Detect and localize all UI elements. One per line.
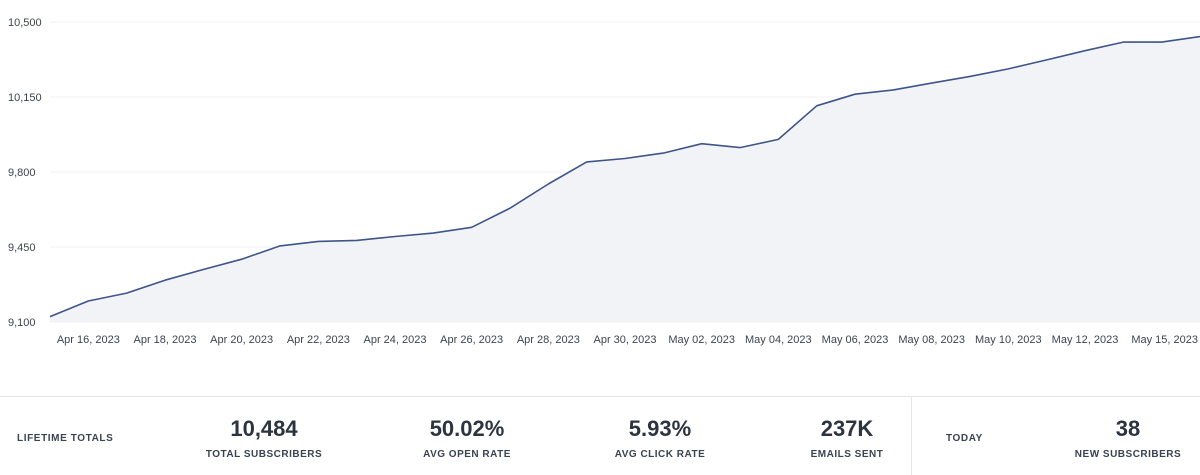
stat-total-subscribers: 10,484 TOTAL SUBSCRIBERS (179, 415, 349, 460)
x-tick-label: Apr 26, 2023 (440, 334, 503, 346)
stat-value: 50.02% (429, 416, 505, 441)
y-tick-label: 10,150 (8, 92, 42, 104)
x-tick-label: Apr 30, 2023 (594, 334, 657, 346)
y-tick-label: 10,500 (8, 17, 42, 29)
series-area (50, 36, 1200, 322)
section-divider (911, 397, 912, 475)
stat-value: 38 (1115, 416, 1141, 441)
x-tick-label: May 10, 2023 (975, 334, 1042, 346)
x-tick-label: May 15, 2023 (1131, 334, 1198, 346)
chart-svg: 9,100 9,450 9,800 10,150 10,500 Apr 16, 2023 A… (8, 17, 1200, 346)
stat-value: 5.93% (628, 416, 692, 441)
x-tick-label: Apr 20, 2023 (210, 334, 273, 346)
x-tick-label: Apr 16, 2023 (57, 334, 120, 346)
y-tick-label: 9,450 (8, 242, 36, 254)
x-tick-label: Apr 22, 2023 (287, 334, 350, 346)
stat-new-subscribers: 38 NEW SUBSCRIBERS (1043, 415, 1200, 460)
stat-label: AVG CLICK RATE (614, 449, 706, 460)
stat-label: NEW SUBSCRIBERS (1074, 449, 1182, 460)
today-label: TODAY (946, 433, 983, 444)
stat-avg-click-rate: 5.93% AVG CLICK RATE (575, 415, 745, 460)
stat-avg-open-rate: 50.02% AVG OPEN RATE (382, 415, 552, 460)
stat-value: 237K (820, 416, 874, 441)
x-tick-label: Apr 28, 2023 (517, 334, 580, 346)
x-tick-label: May 04, 2023 (745, 334, 812, 346)
stat-emails-sent: 237K EMAILS SENT (762, 415, 932, 460)
x-tick-label: May 06, 2023 (822, 334, 889, 346)
subscriber-growth-chart: 9,100 9,450 9,800 10,150 10,500 Apr 16, 2023 A… (8, 17, 1200, 346)
stat-label: EMAILS SENT (810, 449, 884, 460)
x-tick-label: May 12, 2023 (1052, 334, 1119, 346)
stats-bar: LIFETIME TOTALS 10,484 TOTAL SUBSCRIBERS… (0, 396, 1200, 475)
x-tick-label: May 02, 2023 (668, 334, 735, 346)
lifetime-totals-label: LIFETIME TOTALS (17, 433, 114, 444)
stat-value: 10,484 (230, 416, 298, 441)
y-tick-label: 9,100 (8, 317, 36, 329)
stat-label: TOTAL SUBSCRIBERS (205, 449, 323, 460)
x-tick-label: May 08, 2023 (898, 334, 965, 346)
stat-label: AVG OPEN RATE (423, 449, 511, 460)
series-line (49, 35, 1200, 318)
x-tick-label: Apr 18, 2023 (134, 334, 197, 346)
x-tick-label: Apr 24, 2023 (364, 334, 427, 346)
y-tick-label: 9,800 (8, 167, 36, 179)
